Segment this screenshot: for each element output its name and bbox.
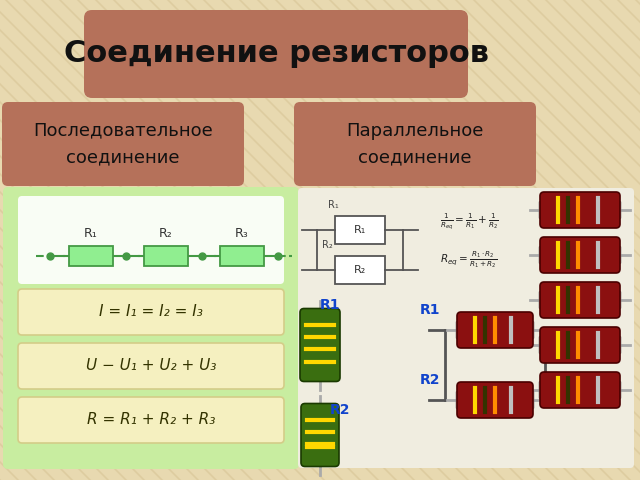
FancyBboxPatch shape — [84, 10, 468, 98]
Text: R₂: R₂ — [159, 227, 173, 240]
FancyBboxPatch shape — [539, 201, 549, 219]
FancyBboxPatch shape — [539, 336, 549, 354]
FancyBboxPatch shape — [611, 336, 621, 354]
FancyBboxPatch shape — [456, 321, 466, 339]
FancyBboxPatch shape — [3, 187, 299, 469]
FancyBboxPatch shape — [18, 289, 284, 335]
Bar — [335, 216, 385, 244]
Text: R = R₁ + R₂ + R₃: R = R₁ + R₂ + R₃ — [87, 412, 215, 428]
FancyBboxPatch shape — [524, 391, 534, 408]
FancyBboxPatch shape — [540, 237, 620, 273]
Bar — [69, 246, 113, 266]
FancyBboxPatch shape — [611, 246, 621, 264]
Text: $R_{eq} = \frac{R_1 \cdot R_2}{R_1 + R_2}$: $R_{eq} = \frac{R_1 \cdot R_2}{R_1 + R_2… — [440, 250, 497, 271]
Text: R₂: R₂ — [354, 265, 366, 275]
FancyBboxPatch shape — [611, 201, 621, 219]
FancyBboxPatch shape — [540, 327, 620, 363]
Text: $\frac{1}{R_{eq}} = \frac{1}{R_1} + \frac{1}{R_2}$: $\frac{1}{R_{eq}} = \frac{1}{R_1} + \fra… — [440, 212, 499, 232]
FancyBboxPatch shape — [300, 309, 340, 382]
Text: R1: R1 — [420, 303, 440, 317]
FancyBboxPatch shape — [611, 291, 621, 309]
FancyBboxPatch shape — [539, 381, 549, 399]
FancyBboxPatch shape — [18, 343, 284, 389]
Bar — [220, 246, 264, 266]
Text: R₂: R₂ — [323, 240, 333, 250]
Text: R1: R1 — [320, 298, 340, 312]
FancyBboxPatch shape — [18, 196, 284, 284]
Text: R2: R2 — [330, 403, 351, 417]
Bar — [335, 256, 385, 284]
Text: I = I₁ = I₂ = I₃: I = I₁ = I₂ = I₃ — [99, 304, 203, 320]
FancyBboxPatch shape — [539, 291, 549, 309]
FancyBboxPatch shape — [18, 397, 284, 443]
FancyBboxPatch shape — [457, 382, 533, 418]
FancyBboxPatch shape — [539, 246, 549, 264]
FancyBboxPatch shape — [540, 192, 620, 228]
Text: Соединение резисторов: Соединение резисторов — [63, 39, 488, 69]
Text: R₁: R₁ — [354, 225, 366, 235]
Text: R2: R2 — [420, 373, 440, 387]
Text: Последовательное
соединение: Последовательное соединение — [33, 122, 213, 166]
FancyBboxPatch shape — [301, 404, 339, 467]
Text: U − U₁ + U₂ + U₃: U − U₁ + U₂ + U₃ — [86, 359, 216, 373]
Text: R₁: R₁ — [328, 200, 339, 210]
FancyBboxPatch shape — [456, 391, 466, 408]
Text: Параллельное
соединение: Параллельное соединение — [346, 122, 484, 166]
Bar — [144, 246, 188, 266]
FancyBboxPatch shape — [294, 102, 536, 186]
FancyBboxPatch shape — [2, 102, 244, 186]
FancyBboxPatch shape — [611, 381, 621, 399]
FancyBboxPatch shape — [540, 282, 620, 318]
FancyBboxPatch shape — [540, 372, 620, 408]
FancyBboxPatch shape — [457, 312, 533, 348]
Text: R₃: R₃ — [235, 227, 249, 240]
Text: R₁: R₁ — [84, 227, 98, 240]
FancyBboxPatch shape — [298, 188, 634, 468]
FancyBboxPatch shape — [524, 321, 534, 339]
